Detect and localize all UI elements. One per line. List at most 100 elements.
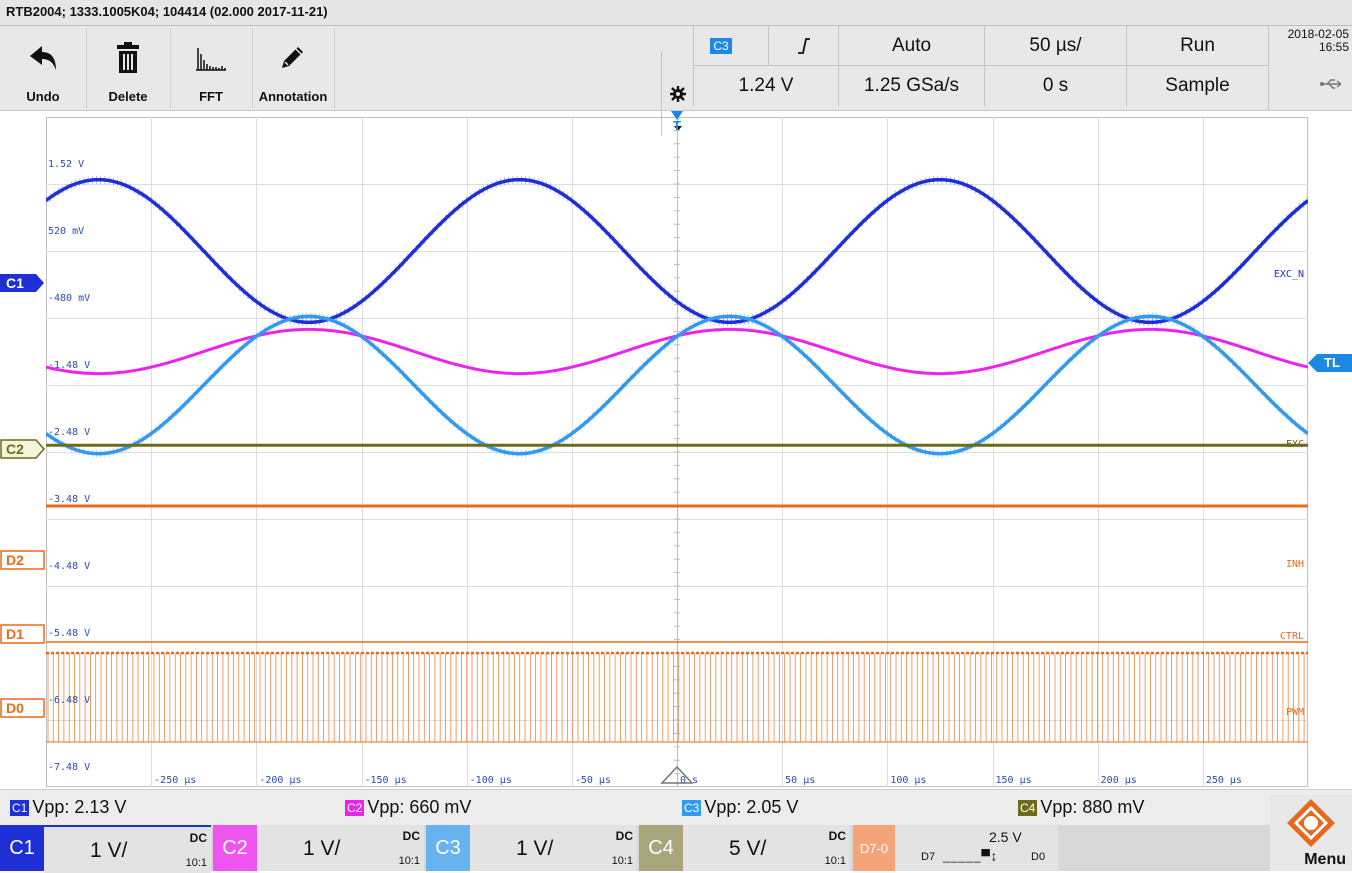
y-tick-label: 1.52 V — [48, 159, 84, 170]
measurement-c4[interactable]: C4 Vpp: 880 mV — [1018, 797, 1144, 818]
pencil-icon — [282, 47, 303, 68]
y-tick-label: -4.48 V — [48, 561, 90, 572]
digital-channel-group[interactable]: D7-0 2.5 V D7 _____▀↨ D0 — [853, 825, 1058, 871]
time-offset[interactable]: 0 s — [984, 66, 1126, 106]
traces — [46, 175, 1308, 743]
channel-coupling: DC — [189, 831, 207, 845]
acquisition-mode[interactable]: Sample — [1126, 66, 1268, 106]
trigger-level[interactable]: 1.24 V — [693, 66, 838, 106]
y-tick-label: -480 mV — [48, 293, 90, 304]
trash-icon — [117, 42, 139, 73]
x-tick-label: -250 µs — [154, 775, 196, 786]
digital-threshold: 2.5 V — [989, 829, 1022, 845]
digital-tag: D7-0 — [853, 825, 895, 871]
title-bar: RTB2004; 1333.1005K04; 104414 (02.000 20… — [0, 0, 1352, 26]
channel-tag: C2 — [213, 825, 257, 871]
measurement-bar — [0, 789, 1352, 826]
channel-tag: C3 — [426, 825, 470, 871]
d0-offset-marker[interactable]: D0 — [0, 697, 46, 719]
channel-probe-ratio: 10:1 — [398, 855, 420, 867]
fft-label: FFT — [199, 89, 223, 104]
time-scale[interactable]: 50 µs/ — [984, 26, 1126, 66]
trace-ripple-c3 — [46, 312, 1308, 458]
measurement-c2[interactable]: C2 Vpp: 660 mV — [345, 797, 471, 818]
digital-left-bit: D7 — [921, 851, 936, 863]
channel-c4-box[interactable]: C4 5 V/DC 10:1 — [639, 825, 850, 871]
measurement-c1[interactable]: C1 Vpp: 2.13 V — [10, 797, 126, 818]
measurement-chip: C1 — [10, 799, 30, 816]
series-label-pwm: PWM — [1286, 707, 1304, 718]
trigger-mode[interactable]: Auto — [838, 26, 984, 66]
channel-coupling: DC — [828, 829, 846, 843]
status-area: 2018-02-05 16:55 — [1268, 26, 1352, 110]
x-tick-label: -200 µs — [259, 775, 301, 786]
settings-toggle[interactable] — [661, 52, 694, 136]
y-tick-label: 520 mV — [48, 226, 84, 237]
c2-c4-offset-marker[interactable]: C2 — [0, 438, 46, 460]
undo-label: Undo — [26, 89, 60, 104]
digital-bits-pattern: _____▀↨ — [943, 849, 998, 863]
trace-d0-edges — [47, 653, 1305, 742]
channel-probe-ratio: 10:1 — [185, 857, 207, 869]
series-label-ctrl: CTRL — [1280, 631, 1304, 642]
channel-probe-ratio: 10:1 — [611, 855, 633, 867]
trigger-level-marker[interactable]: TL — [1308, 352, 1352, 374]
channel-probe-ratio: 10:1 — [824, 855, 846, 867]
d1-offset-marker[interactable]: D1 — [0, 623, 46, 645]
series-label-exc-n: EXC_N — [1274, 269, 1304, 280]
measurement-value: Vpp: 2.13 V — [32, 797, 127, 817]
fft-button[interactable]: FFT — [170, 28, 253, 108]
x-tick-label: 100 µs — [890, 775, 926, 786]
channel-coupling: DC — [615, 829, 633, 843]
menu-button[interactable]: Menu — [1270, 795, 1352, 871]
trigger-source-chip: C3 — [710, 37, 732, 54]
date: 2018-02-05 — [1287, 27, 1349, 41]
channel-c3-box[interactable]: C3 1 V/DC 10:1 — [426, 825, 637, 871]
channel-scale: 1 V/ — [90, 839, 128, 862]
series-label-exc: EXC — [1286, 439, 1304, 450]
y-tick-label: -5.48 V — [48, 628, 90, 639]
y-tick-label: -2.48 V — [48, 427, 90, 438]
x-tick-label: -100 µs — [470, 775, 512, 786]
delete-label: Delete — [108, 89, 148, 104]
channel-scale: 1 V/ — [303, 837, 341, 860]
menu-label: Menu — [1304, 851, 1346, 868]
undo-button[interactable]: Undo — [0, 28, 87, 108]
c1-offset-marker[interactable]: C1 — [0, 272, 46, 294]
rising-edge-icon — [797, 37, 810, 54]
measurement-chip: C4 — [1018, 799, 1038, 816]
toolbar: Undo Delete FFT Annotation — [0, 26, 1352, 136]
trigger-position-marker[interactable]: T — [670, 110, 684, 136]
sample-rate[interactable]: 1.25 GSa/s — [838, 66, 984, 106]
channel-tag: C1 — [0, 825, 44, 871]
channel-c1-box[interactable]: C1 1 V/DC 10:1 — [0, 825, 211, 873]
annotation-label: Annotation — [258, 89, 328, 104]
y-tick-label: -7.48 V — [48, 762, 90, 773]
time: 16:55 — [1318, 40, 1349, 54]
measurement-chip: C2 — [345, 799, 365, 816]
run-state[interactable]: Run — [1126, 26, 1268, 66]
trigger-slope[interactable] — [768, 26, 838, 66]
time-reference-marker[interactable] — [660, 765, 694, 785]
measurement-chip: C3 — [682, 799, 702, 816]
measurement-value: Vpp: 880 mV — [1040, 797, 1145, 817]
annotation-button[interactable]: Annotation — [252, 28, 335, 108]
channel-coupling: DC — [402, 829, 420, 843]
measurement-value: Vpp: 660 mV — [367, 797, 472, 817]
d2-offset-marker[interactable]: D2 — [0, 549, 46, 571]
delete-button[interactable]: Delete — [86, 28, 171, 108]
fft-icon — [196, 48, 226, 71]
y-tick-label: -3.48 V — [48, 494, 90, 505]
waveform-plot[interactable]: 1.52 V 520 mV -480 mV -1.48 V -2.48 V -3.48 V… — [46, 117, 1308, 787]
measurement-c3[interactable]: C3 Vpp: 2.05 V — [682, 797, 798, 818]
usb-icon — [1320, 79, 1342, 89]
undo-icon — [30, 46, 56, 70]
rohde-schwarz-logo — [1287, 799, 1335, 847]
channel-c2-box[interactable]: C2 1 V/DC 10:1 — [213, 825, 424, 871]
x-tick-label: -150 µs — [365, 775, 407, 786]
y-tick-label: -1.48 V — [48, 360, 90, 371]
trigger-source[interactable]: C3 — [693, 26, 768, 66]
measurement-value: Vpp: 2.05 V — [704, 797, 799, 817]
x-tick-label: 50 µs — [785, 775, 815, 786]
x-tick-label: 200 µs — [1101, 775, 1137, 786]
